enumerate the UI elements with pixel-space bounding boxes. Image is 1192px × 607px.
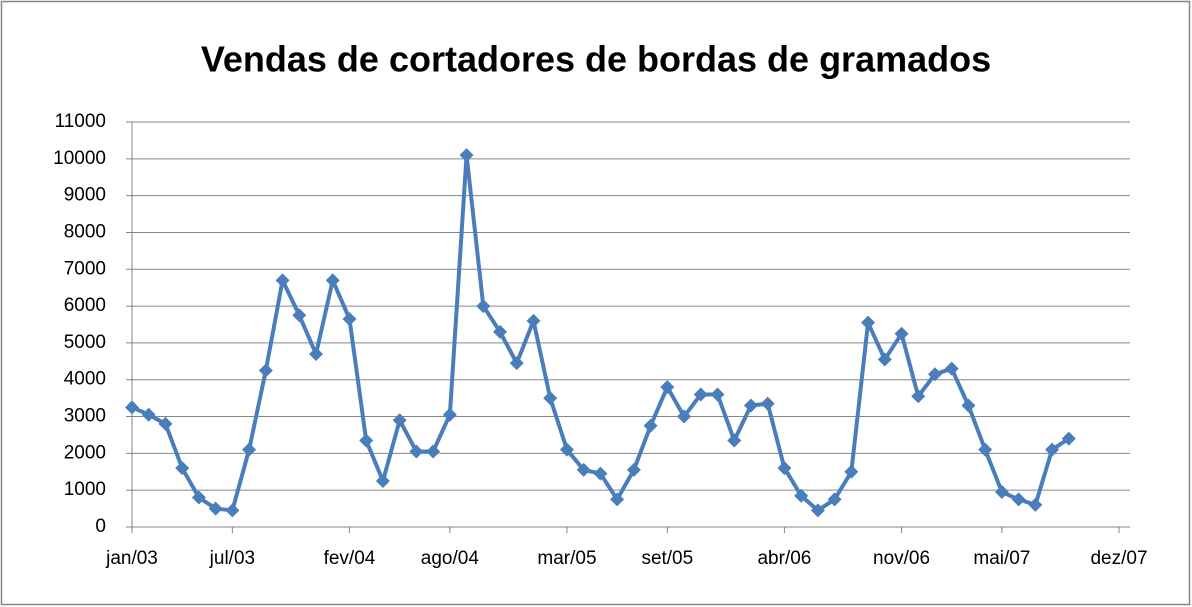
point-marker (693, 387, 708, 402)
y-tick-label: 4000 (64, 369, 106, 390)
point-marker (877, 352, 892, 367)
point-marker (141, 407, 156, 422)
point-marker (810, 503, 825, 518)
point-marker (476, 299, 491, 314)
point-marker (1061, 431, 1076, 446)
x-tick-label: fev/04 (324, 548, 376, 569)
point-marker (325, 273, 340, 288)
x-tick-label: dez/07 (1090, 548, 1147, 569)
point-marker (760, 396, 775, 411)
point-marker (342, 311, 357, 326)
x-tick-label: nov/06 (873, 548, 930, 569)
point-marker (576, 462, 591, 477)
point-marker (626, 462, 641, 477)
point-marker (727, 433, 742, 448)
point-marker (827, 492, 842, 507)
point-marker (442, 407, 457, 422)
point-marker (1028, 497, 1043, 512)
point-marker (493, 324, 508, 339)
point-marker (911, 389, 926, 404)
y-tick-label: 9000 (64, 185, 106, 206)
point-marker (526, 313, 541, 328)
y-tick-label: 5000 (64, 332, 106, 353)
point-marker (175, 461, 190, 476)
point-marker (794, 488, 809, 503)
y-tick-label: 10000 (53, 148, 106, 169)
point-marker (242, 442, 257, 457)
y-tick-label: 6000 (64, 295, 106, 316)
x-tick-label: abr/06 (757, 548, 811, 569)
point-marker (643, 418, 658, 433)
point-marker (978, 442, 993, 457)
point-marker (509, 356, 524, 371)
point-marker (208, 501, 223, 516)
point-marker (409, 444, 424, 459)
point-marker (543, 391, 558, 406)
point-marker (961, 398, 976, 413)
point-marker (677, 409, 692, 424)
point-marker (375, 473, 390, 488)
point-marker (359, 433, 374, 448)
y-tick-label: 7000 (64, 258, 106, 279)
y-tick-label: 2000 (64, 442, 106, 463)
x-tick-label: mar/05 (537, 548, 596, 569)
point-marker (710, 387, 725, 402)
point-marker (660, 380, 675, 395)
point-marker (426, 444, 441, 459)
x-tick-label: jul/03 (209, 548, 255, 569)
point-marker (292, 308, 307, 323)
point-marker (309, 346, 324, 361)
y-tick-label: 1000 (64, 479, 106, 500)
point-marker (225, 503, 240, 518)
point-marker (777, 461, 792, 476)
point-marker (392, 413, 407, 428)
y-tick-label: 0 (95, 516, 106, 537)
point-marker (1045, 442, 1060, 457)
point-marker (459, 148, 474, 163)
point-marker (125, 400, 139, 415)
point-marker (593, 466, 608, 481)
point-marker (743, 398, 758, 413)
point-marker (894, 326, 909, 341)
point-marker (927, 367, 942, 382)
point-marker (258, 363, 273, 378)
point-marker (559, 442, 574, 457)
point-marker (861, 315, 876, 330)
x-tick-label: ago/04 (421, 548, 480, 569)
y-tick-label: 3000 (64, 406, 106, 427)
point-marker (1011, 492, 1026, 507)
point-marker (275, 273, 290, 288)
x-tick-label: jan/03 (105, 548, 158, 569)
point-marker (844, 464, 859, 479)
chart-title: Vendas de cortadores de bordas de gramad… (201, 39, 991, 80)
point-marker (158, 416, 173, 431)
x-tick-label: set/05 (641, 548, 693, 569)
x-tick-label: mai/07 (973, 548, 1030, 569)
y-tick-label: 8000 (64, 221, 106, 242)
point-marker (610, 492, 625, 507)
point-marker (944, 361, 959, 376)
point-marker (994, 485, 1009, 500)
y-tick-label: 11000 (55, 111, 106, 132)
point-marker (191, 490, 206, 505)
